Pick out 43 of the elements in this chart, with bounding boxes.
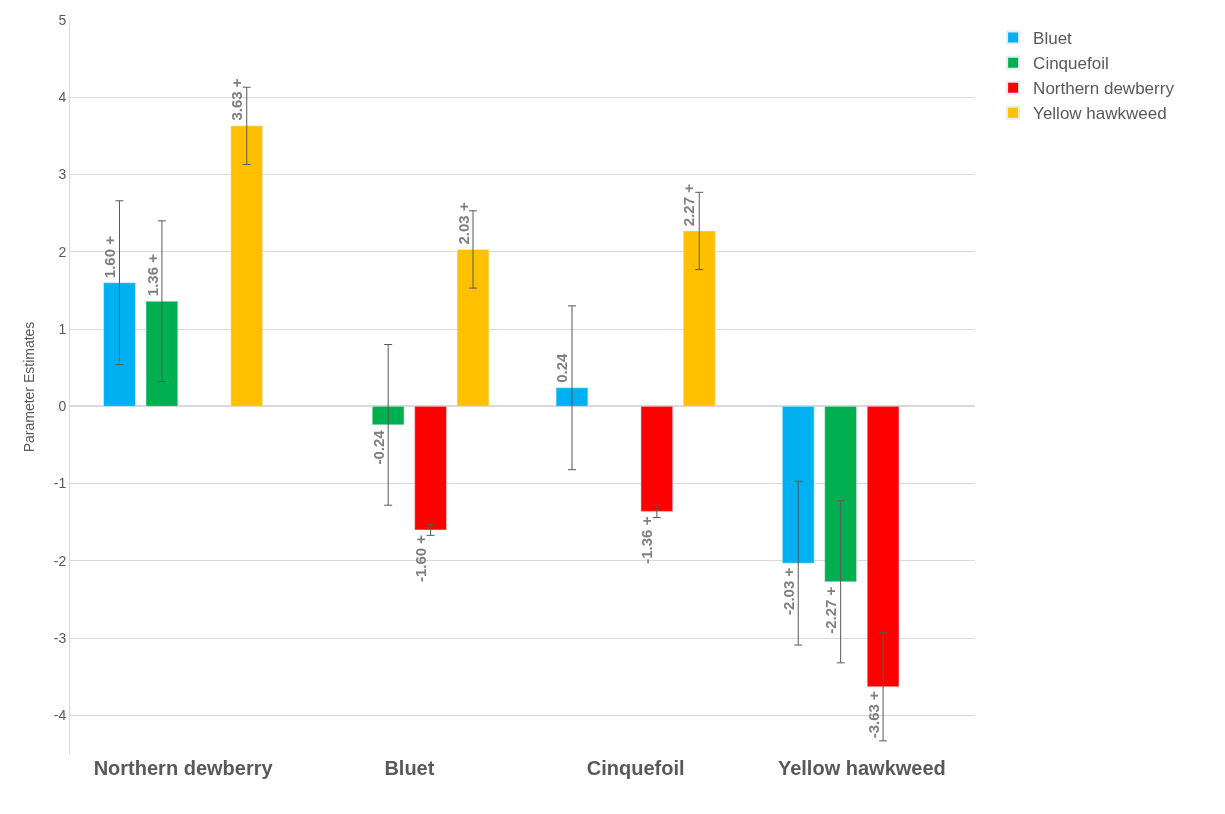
data-label: -0.24	[369, 429, 387, 465]
legend-label: Cinquefoil	[1033, 54, 1109, 74]
data-label: 0.24	[553, 352, 571, 383]
y-tick-label: 3	[58, 166, 67, 183]
data-label: 3.63 +	[227, 78, 245, 121]
y-tick-label: -4	[53, 707, 67, 724]
bar	[866, 406, 900, 688]
legend-label: Yellow hawkweed	[1033, 104, 1167, 124]
data-label: 1.60 +	[100, 235, 118, 279]
bar	[103, 282, 136, 407]
bar	[824, 406, 857, 582]
data-label: -2.03 +	[779, 567, 797, 615]
y-tick-label: 5	[58, 11, 67, 28]
y-tick-label: 4	[58, 89, 67, 106]
legend-label: Bluet	[1033, 29, 1073, 49]
y-tick-label: 1	[58, 320, 67, 337]
data-label: -2.27 +	[822, 586, 840, 634]
x-tick-label: Cinquefoil	[586, 757, 685, 779]
y-axis-title: Parameter Estimates	[21, 321, 38, 453]
y-tick-label: -1	[53, 475, 67, 492]
y-tick-label: -2	[53, 552, 67, 569]
bar	[683, 230, 716, 407]
data-label: -1.60 +	[412, 534, 430, 583]
bar	[230, 125, 263, 407]
bar	[414, 406, 447, 531]
y-tick-label: -3	[53, 630, 67, 647]
y-tick-label: 2	[58, 243, 67, 260]
data-label: 2.27 +	[680, 183, 698, 227]
bar	[145, 300, 179, 407]
bar	[372, 406, 405, 426]
y-tick-label: 0	[58, 398, 67, 415]
data-label: 1.36 +	[143, 253, 161, 297]
bar	[456, 249, 490, 407]
x-tick-label: Yellow hawkweed	[777, 757, 946, 779]
data-label: 2.03 +	[454, 202, 472, 245]
data-label: -1.36 +	[637, 516, 655, 564]
data-label: -3.63 +	[864, 691, 882, 739]
bar	[640, 406, 673, 512]
x-tick-label: Northern dewberry	[93, 757, 274, 779]
bar	[782, 406, 815, 564]
x-tick-label: Bluet	[384, 757, 435, 779]
bar	[555, 387, 589, 407]
legend-label: Northern dewberry	[1033, 79, 1175, 99]
